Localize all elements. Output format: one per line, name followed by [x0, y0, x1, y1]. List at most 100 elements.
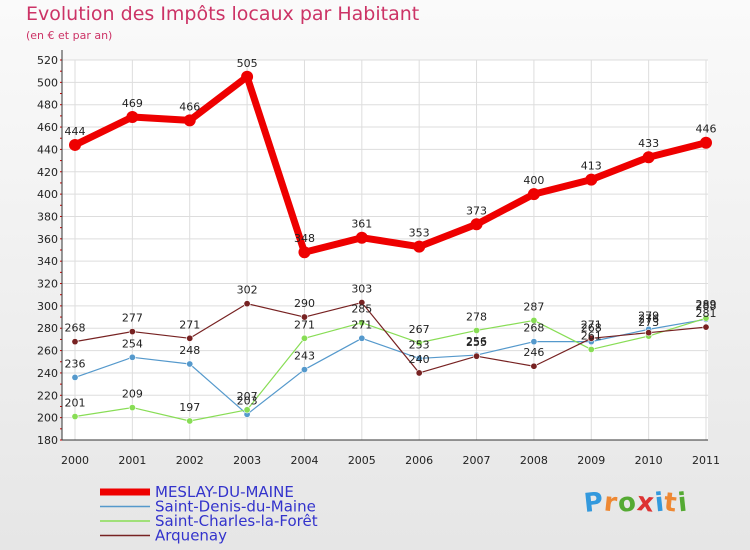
y-minor-tick [60, 93, 62, 95]
data-label: 444 [65, 125, 86, 138]
y-minor-tick [60, 405, 62, 407]
data-label: 303 [351, 283, 372, 296]
y-minor-tick [60, 148, 62, 150]
data-point [298, 246, 311, 259]
y-tick-label: 400 [37, 188, 58, 201]
data-label: 290 [294, 297, 315, 310]
y-minor-tick [60, 383, 62, 385]
data-label: 288 [696, 299, 717, 312]
data-label: 400 [523, 174, 544, 187]
y-minor-tick [60, 215, 62, 217]
y-minor-tick [60, 59, 62, 61]
data-point [702, 323, 710, 331]
y-tick-label: 460 [37, 121, 58, 134]
y-minor-tick [60, 417, 62, 419]
x-tick-label: 2002 [176, 454, 204, 467]
data-label: 201 [65, 397, 86, 410]
data-label: 273 [638, 316, 659, 329]
data-label: 287 [523, 300, 544, 313]
y-tick-label: 380 [37, 210, 58, 223]
y-tick-label: 500 [37, 76, 58, 89]
data-point [355, 231, 368, 244]
data-label: 348 [294, 232, 315, 245]
y-tick-label: 180 [37, 434, 58, 447]
data-label: 373 [466, 204, 487, 217]
data-point [71, 413, 79, 421]
y-minor-tick [60, 439, 62, 441]
data-point [587, 345, 595, 353]
data-point [642, 151, 655, 164]
y-minor-tick [60, 115, 62, 117]
data-point [71, 338, 79, 346]
y-minor-tick [60, 283, 62, 285]
y-minor-tick [60, 372, 62, 374]
y-minor-tick [60, 305, 62, 307]
data-point [585, 173, 598, 186]
x-tick-label: 2008 [520, 454, 548, 467]
y-tick-label: 520 [37, 54, 58, 67]
data-point [300, 313, 308, 321]
y-tick-label: 340 [37, 255, 58, 268]
data-point [415, 339, 423, 347]
y-tick-label: 360 [37, 233, 58, 246]
y-tick-label: 260 [37, 345, 58, 358]
y-minor-tick [60, 327, 62, 329]
x-tick-label: 2001 [118, 454, 146, 467]
data-point [358, 334, 366, 342]
data-label: 203 [237, 394, 258, 407]
data-label: 433 [638, 137, 659, 150]
data-label: 505 [237, 57, 258, 70]
data-label: 267 [409, 323, 430, 336]
data-point [126, 111, 139, 123]
data-label: 261 [581, 329, 602, 342]
x-tick-label: 2010 [635, 454, 663, 467]
legend-label: Saint-Charles-la-Forêt [155, 512, 318, 530]
data-label: 276 [638, 313, 659, 326]
x-tick-label: 2009 [577, 454, 605, 467]
y-tick-label: 240 [37, 367, 58, 380]
data-label: 268 [523, 322, 544, 335]
data-point [470, 218, 483, 231]
data-point [128, 353, 136, 361]
series-line-arquenay [74, 301, 707, 374]
y-tick-label: 300 [37, 300, 58, 313]
y-minor-tick [60, 160, 62, 162]
chart-title: Evolution des Impôts locaux par Habitant [26, 3, 420, 25]
x-tick-label: 2006 [405, 454, 433, 467]
data-point [186, 334, 194, 342]
y-minor-tick [60, 428, 62, 430]
series-line-saint-denis-du-maine [74, 318, 707, 415]
data-point [186, 360, 194, 368]
data-label: 271 [294, 318, 315, 331]
data-point [243, 406, 251, 414]
data-label: 302 [237, 284, 258, 297]
data-point [702, 314, 710, 322]
x-tick-label: 2007 [463, 454, 491, 467]
legend-label: MESLAY-DU-MAINE [155, 483, 294, 501]
x-tick-label: 2000 [61, 454, 89, 467]
data-point [300, 334, 308, 342]
y-tick-label: 200 [37, 412, 58, 425]
y-minor-tick [60, 271, 62, 273]
data-label: 361 [351, 218, 372, 231]
data-point [700, 136, 712, 149]
data-label: 243 [294, 350, 315, 363]
data-label: 277 [122, 312, 143, 325]
legend-label: Saint-Denis-du-Maine [155, 498, 316, 516]
data-point [186, 417, 194, 425]
data-label: 271 [179, 318, 200, 331]
y-tick-label: 320 [37, 278, 58, 291]
data-label: 279 [638, 309, 659, 322]
data-label: 413 [581, 160, 602, 173]
y-minor-tick [60, 294, 62, 296]
data-label: 240 [409, 353, 430, 366]
x-tick-label: 2005 [348, 454, 376, 467]
y-minor-tick [60, 394, 62, 396]
data-label: 271 [351, 318, 372, 331]
y-tick-label: 220 [37, 389, 58, 402]
y-minor-tick [60, 182, 62, 184]
data-point [128, 328, 136, 336]
data-point [530, 338, 538, 346]
data-label: 268 [581, 322, 602, 335]
data-point [71, 373, 79, 381]
